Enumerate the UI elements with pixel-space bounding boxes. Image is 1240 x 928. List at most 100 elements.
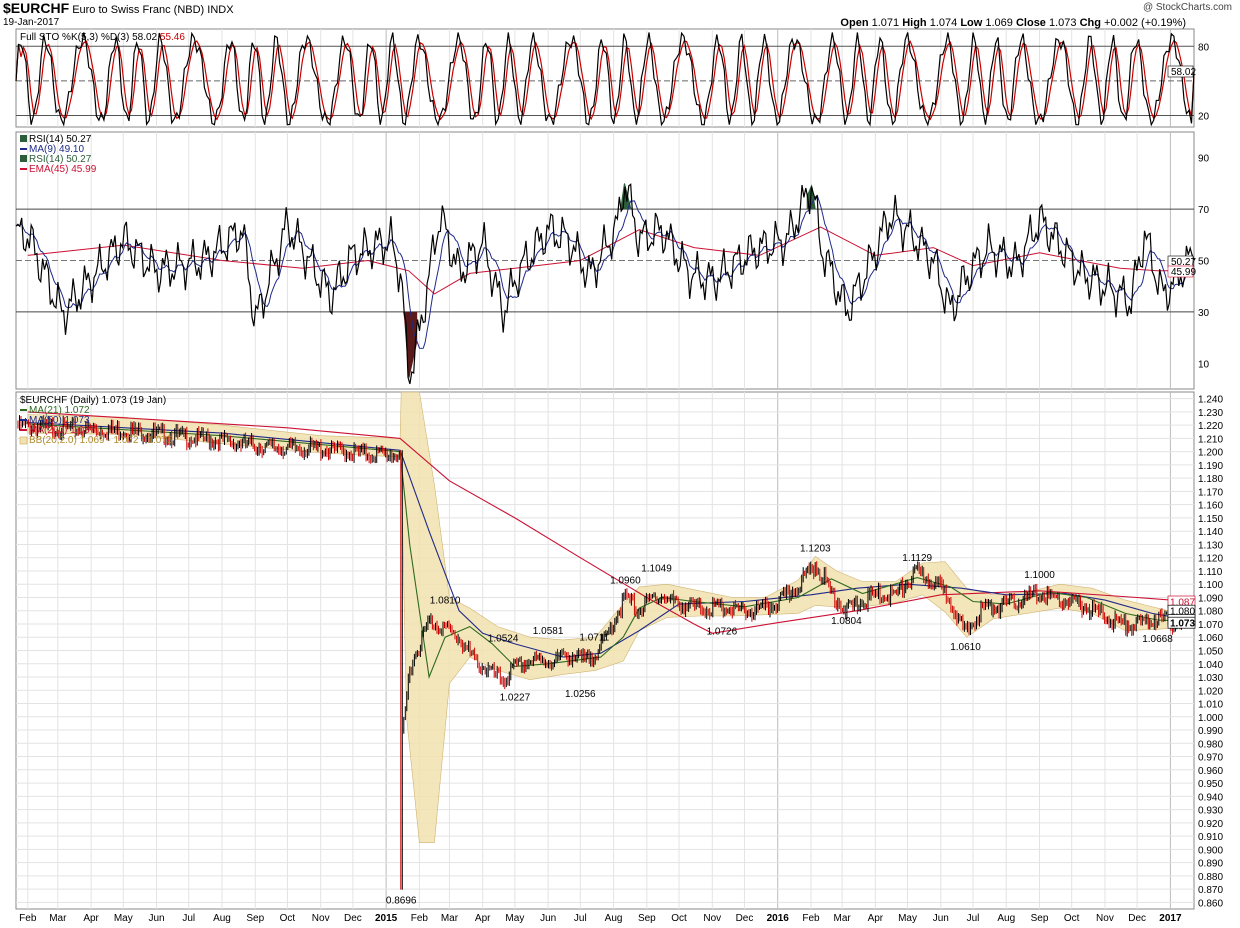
stochastic-d-line	[15, 39, 1195, 121]
rsi-legend-name: RSI(14)	[29, 134, 63, 145]
stochastic-legend-d: 55.46	[160, 32, 185, 43]
x-tick-label: Feb	[411, 913, 429, 924]
price-legend-title: $EURCHF (Daily) 1.073 (19 Jan)	[20, 395, 166, 406]
ema45-legend-name: EMA(45)	[29, 164, 68, 175]
price-y-tick: 1.220	[1198, 421, 1223, 432]
x-tick-label: May	[505, 913, 524, 924]
price-annotation: 1.0581	[533, 626, 564, 637]
rsi-legend-swatch	[20, 135, 27, 142]
x-tick-label: Dec	[736, 913, 754, 924]
x-tick-label: Nov	[1096, 913, 1114, 924]
stochastic-legend: Full STO %K(5,3) %D(3) 58.02 55.46	[20, 32, 185, 43]
x-tick-label: Apr	[475, 913, 491, 924]
x-tick-label: Nov	[312, 913, 330, 924]
x-tick-label: Mar	[49, 913, 67, 924]
rsi-y-tick: 90	[1198, 154, 1210, 165]
x-tick-label: Jul	[182, 913, 195, 924]
price-annotation: 1.1049	[641, 564, 672, 575]
close-label: Close	[1015, 17, 1046, 29]
price-y-tick: 1.140	[1198, 527, 1223, 538]
svg-text:RSI(14) 50.27: RSI(14) 50.27	[29, 134, 92, 145]
low-value: 1.069	[985, 17, 1013, 29]
price-annotation: 1.0256	[565, 689, 596, 700]
x-tick-label: 2017	[1159, 913, 1182, 924]
x-tick-label: Dec	[1128, 913, 1146, 924]
price-y-tick: 1.010	[1198, 700, 1223, 711]
x-tick-label: Aug	[213, 913, 231, 924]
x-tick-label: Aug	[605, 913, 623, 924]
price-y-tick: 1.060	[1198, 633, 1223, 644]
close-value: 1.073	[1049, 17, 1077, 29]
price-y-tick: 1.200	[1198, 448, 1223, 459]
bollinger-band	[27, 391, 1190, 844]
price-y-tick: 0.910	[1198, 832, 1223, 843]
rsi-y-tick: 10	[1198, 359, 1210, 370]
price-y-tick: 1.110	[1198, 567, 1223, 578]
rsi-legend-name-2: RSI(14)	[29, 154, 63, 165]
x-tick-label: Jul	[574, 913, 587, 924]
price-y-tick: 0.880	[1198, 872, 1223, 883]
price-y-tick: 1.150	[1198, 514, 1223, 525]
watermark: @ StockCharts.com	[1142, 2, 1232, 13]
rsi-gridlines	[16, 132, 1194, 389]
price-value-tag-label: 1.080	[1170, 607, 1195, 618]
x-tick-label: Sep	[638, 913, 656, 924]
rsi-overbought-fill	[806, 184, 818, 210]
price-y-tick: 0.920	[1198, 819, 1223, 830]
price-y-tick: 1.160	[1198, 501, 1223, 512]
price-y-tick: 0.930	[1198, 806, 1223, 817]
ma21-legend: MA(21) 1.072	[29, 405, 90, 416]
ma200-legend: MA(200) 1.087	[29, 425, 96, 436]
price-y-tick: 0.870	[1198, 885, 1223, 896]
symbol: $EURCHF	[3, 0, 70, 16]
price-y-tick: 1.240	[1198, 395, 1223, 406]
rsi-panel: 10 30 50 70 90 RSI(14) 50.27 MA(9) 49.10 RSI…	[15, 131, 1210, 390]
x-tick-label: 2016	[767, 913, 790, 924]
rsi-legend-swatch	[20, 155, 27, 162]
price-annotation: 1.0610	[950, 642, 981, 653]
price-y-tick: 1.130	[1198, 540, 1223, 551]
rsi-y-tick: 70	[1198, 205, 1210, 216]
price-panel: 0.8696 1.0810 1.0524 1.0227 1.0581 1.0256 1.07…	[15, 391, 1223, 910]
open-value: 1.071	[871, 17, 900, 29]
stochastic-value-tag-label: 58.02	[1171, 67, 1196, 78]
price-value-tag-label: 1.073	[1170, 619, 1195, 630]
price-annotation: 1.1129	[902, 553, 932, 564]
price-annotation: 1.0524	[488, 633, 519, 644]
stochastic-value-tag	[1167, 65, 1194, 78]
price-y-tick: 1.230	[1198, 408, 1223, 419]
price-y-axis: 0.860 0.870 0.880 0.890 0.900 0.910 0.920 0.930…	[1198, 395, 1223, 910]
stochastic-y-tick: 80	[1198, 42, 1210, 53]
price-y-tick: 1.170	[1198, 487, 1223, 498]
rsi-legend-value-2: 50.27	[66, 154, 91, 165]
ma50-legend: MA(50) 1.073	[29, 415, 90, 426]
ema45-legend-value: 45.99	[71, 164, 96, 175]
svg-text:EMA(45) 45.99: EMA(45) 45.99	[29, 164, 97, 175]
stochastic-y-tick: 20	[1198, 111, 1210, 122]
price-bars	[17, 415, 1193, 890]
price-value-tag-label: 1.087	[1170, 598, 1195, 609]
rsi-line	[15, 183, 1195, 385]
x-axis: Feb Mar Apr May Jun Jul Aug Sep Oct Nov Dec 2015 Feb…	[19, 913, 1182, 924]
price-annotation: 0.8696	[386, 896, 417, 907]
rsi-legend-value: 50.27	[66, 134, 91, 145]
x-tick-label: Nov	[703, 913, 721, 924]
price-annotation: 1.0227	[500, 693, 531, 704]
price-annotation: 1.0810	[430, 595, 461, 606]
price-y-tick: 1.180	[1198, 474, 1223, 485]
x-tick-label: Sep	[246, 913, 264, 924]
price-value-tag	[1167, 616, 1196, 629]
price-y-tick: 1.090	[1198, 593, 1223, 604]
x-tick-label: Apr	[868, 913, 884, 924]
bb-legend: BB(20,2.0) 1.069 - 1.072 - 1.075	[29, 435, 173, 446]
price-annotation: 1.0711	[579, 633, 609, 644]
svg-text:RSI(14) 50.27: RSI(14) 50.27	[29, 154, 92, 165]
x-tick-label: Feb	[19, 913, 37, 924]
svg-text:MA(9) 49.10: MA(9) 49.10	[29, 144, 84, 155]
stochastic-legend-k: 58.02	[132, 32, 157, 43]
stochastic-k-line	[15, 31, 1195, 127]
x-tick-label: Oct	[280, 913, 296, 924]
x-tick-label: Oct	[671, 913, 687, 924]
price-annotation: 1.0960	[610, 576, 641, 587]
